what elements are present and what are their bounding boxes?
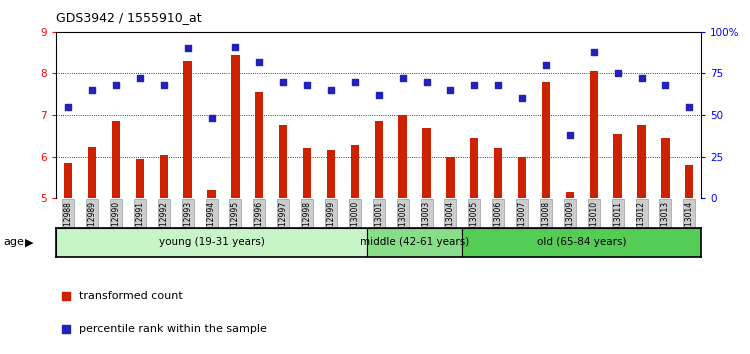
Point [373,92,385,98]
Bar [351,145,359,354]
Bar [136,159,144,354]
Point [158,82,170,88]
Bar [64,163,72,354]
Bar [518,156,526,354]
Bar [367,228,462,257]
Bar [112,121,120,354]
Point [468,82,480,88]
Point [301,82,313,88]
Point [588,49,600,55]
Point [540,62,552,68]
Text: old (65-84 years): old (65-84 years) [537,238,626,247]
Bar [207,190,216,354]
Bar [470,138,478,354]
Bar [446,156,454,354]
Point [516,96,528,101]
Bar [184,61,192,354]
Point [325,87,337,93]
Point [254,59,266,65]
Bar [56,228,367,257]
Bar [422,127,430,354]
Bar [662,138,670,354]
Point [421,79,433,85]
Text: ▶: ▶ [25,238,33,247]
Point [278,79,290,85]
Point [445,87,457,93]
Bar [88,148,96,354]
Point [86,87,98,93]
Point [492,82,504,88]
Bar [279,125,287,354]
Point [182,46,194,51]
Bar [542,82,550,354]
Bar [494,148,502,354]
Point [62,104,74,110]
Point [206,115,218,121]
Point [612,71,624,76]
Bar [614,134,622,354]
Bar [638,125,646,354]
Bar [255,92,263,354]
Bar [160,155,168,354]
Point [134,76,146,81]
Text: young (19-31 years): young (19-31 years) [158,238,265,247]
Bar [398,115,406,354]
Text: percentile rank within the sample: percentile rank within the sample [79,324,267,334]
Bar [374,121,383,354]
Point [564,132,576,138]
Bar [590,72,598,354]
Point [397,76,409,81]
Text: GDS3942 / 1555910_at: GDS3942 / 1555910_at [56,11,202,24]
Text: middle (42-61 years): middle (42-61 years) [360,238,470,247]
Bar [686,165,694,354]
Point [230,44,242,50]
Bar [327,150,335,354]
Bar [231,55,239,354]
Point [460,148,472,153]
Text: age: age [4,238,25,247]
Text: transformed count: transformed count [79,291,182,301]
Bar [303,148,311,354]
Point [110,82,122,88]
Point [349,79,361,85]
Bar [566,192,574,354]
Point [683,104,695,110]
Point [635,76,647,81]
Point [659,82,671,88]
Bar [462,228,701,257]
